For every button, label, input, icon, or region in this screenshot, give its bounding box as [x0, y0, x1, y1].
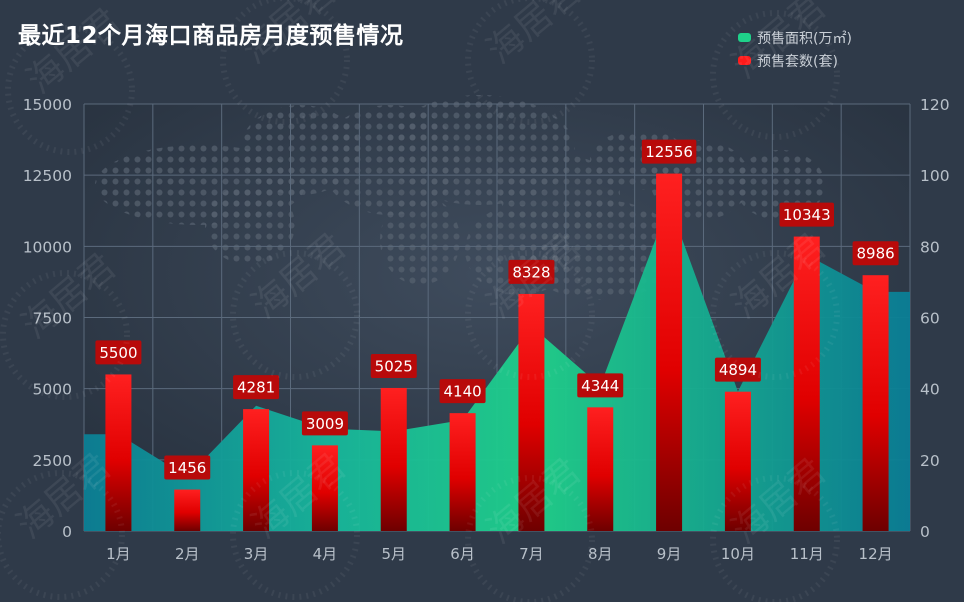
watermark-ring: [5, 25, 135, 155]
data-label: 4894: [719, 361, 757, 379]
data-label-bg: [714, 357, 761, 382]
data-label: 10343: [783, 206, 831, 224]
legend-label-bar: 预售套数(套): [757, 53, 838, 70]
x-tick-label: 10月: [721, 545, 755, 563]
bar-presale-units[interactable]: [862, 275, 889, 531]
data-label-bg: [577, 373, 624, 398]
bar-presale-units[interactable]: [311, 445, 338, 531]
data-label: 5025: [375, 357, 413, 375]
data-label: 4281: [237, 379, 275, 397]
y-right-tick-label: 20: [920, 452, 940, 470]
x-tick-label: 1月: [106, 545, 131, 563]
bar-presale-units[interactable]: [656, 173, 683, 531]
watermark-text: 海居君: [724, 0, 833, 87]
data-label: 8328: [512, 263, 550, 281]
x-tick-label: 6月: [450, 545, 475, 563]
bar-presale-units[interactable]: [449, 413, 476, 531]
world-map-dots: [735, 150, 825, 220]
bar-presale-units[interactable]: [380, 387, 407, 531]
data-label-bg: [95, 340, 142, 365]
data-label-bg: [164, 455, 211, 480]
legend-swatch-area: [738, 33, 751, 42]
watermark-text: 海居君: [19, 1, 128, 102]
data-label: 4140: [443, 383, 481, 401]
world-map-dots: [380, 195, 460, 285]
y-left-tick-label: 10000: [23, 238, 72, 256]
legend-swatch-bar: [738, 56, 751, 65]
y-left-tick-label: 12500: [23, 167, 72, 185]
x-tick-label: 12月: [859, 545, 893, 563]
watermark-ring: [710, 10, 840, 140]
watermark-ring: [710, 475, 840, 602]
y-right-tick-label: 60: [920, 310, 940, 328]
watermark-ring: [230, 250, 360, 380]
bar-presale-units[interactable]: [587, 407, 614, 531]
legend-item-area[interactable]: 预售面积(万㎡): [738, 26, 852, 49]
watermark-ring: [465, 475, 595, 602]
bar-presale-units[interactable]: [105, 374, 132, 531]
y-left-tick-label: 0: [62, 523, 72, 541]
bar-presale-units[interactable]: [724, 391, 751, 531]
watermark-ring: [465, 0, 595, 125]
data-label-bg: [439, 379, 486, 404]
watermark-ring: [0, 270, 130, 400]
data-label-bg: [370, 353, 417, 378]
watermark-ring: [220, 0, 350, 125]
bar-presale-units[interactable]: [243, 409, 270, 531]
chart-title: 最近12个月海口商品房月度预售情况: [18, 23, 404, 49]
y-left-tick-label: 7500: [33, 310, 72, 328]
watermark-text: 海居君: [234, 0, 343, 72]
data-label-bg: [233, 375, 280, 400]
data-label: 5500: [99, 344, 137, 362]
watermark-ring: [230, 470, 360, 600]
data-label-bg: [301, 411, 348, 436]
data-label: 1456: [168, 459, 206, 477]
data-label: 12556: [645, 143, 693, 161]
x-tick-label: 4月: [313, 545, 338, 563]
x-tick-label: 2月: [175, 545, 200, 563]
legend-item-bar[interactable]: 预售套数(套): [738, 49, 852, 72]
x-tick-label: 7月: [519, 545, 544, 563]
world-map-dots: [205, 185, 295, 265]
y-right-tick-label: 0: [920, 523, 930, 541]
data-label: 8986: [856, 245, 894, 263]
y-right-tick-label: 100: [920, 167, 950, 185]
bar-presale-units[interactable]: [518, 293, 545, 531]
y-left-tick-label: 5000: [33, 381, 72, 399]
data-label-bg: [779, 202, 834, 227]
legend[interactable]: 预售面积(万㎡) 预售套数(套): [738, 26, 852, 72]
x-tick-label: 9月: [657, 545, 682, 563]
y-left-tick-label: 2500: [33, 452, 72, 470]
watermark-ring: [710, 250, 840, 380]
watermark-ring: [465, 250, 595, 380]
y-right-tick-label: 80: [920, 238, 940, 256]
area-presale-area[interactable]: [84, 203, 910, 531]
data-label: 3009: [306, 415, 344, 433]
x-tick-label: 5月: [381, 545, 406, 563]
data-label-bg: [852, 241, 899, 266]
watermark-text: 海居君: [479, 0, 588, 72]
y-right-tick-label: 40: [920, 381, 940, 399]
x-tick-label: 11月: [790, 545, 824, 563]
watermark-ring: [0, 470, 125, 600]
bar-presale-units[interactable]: [793, 236, 820, 531]
data-label-bg: [641, 139, 697, 164]
legend-label-area: 预售面积(万㎡): [757, 30, 852, 47]
data-label-bg: [508, 259, 555, 284]
y-left-tick-label: 15000: [23, 96, 72, 114]
x-tick-label: 8月: [588, 545, 613, 563]
data-label: 4344: [581, 377, 619, 395]
x-tick-label: 3月: [244, 545, 269, 563]
bar-presale-units[interactable]: [174, 489, 201, 531]
y-right-tick-label: 120: [920, 96, 950, 114]
